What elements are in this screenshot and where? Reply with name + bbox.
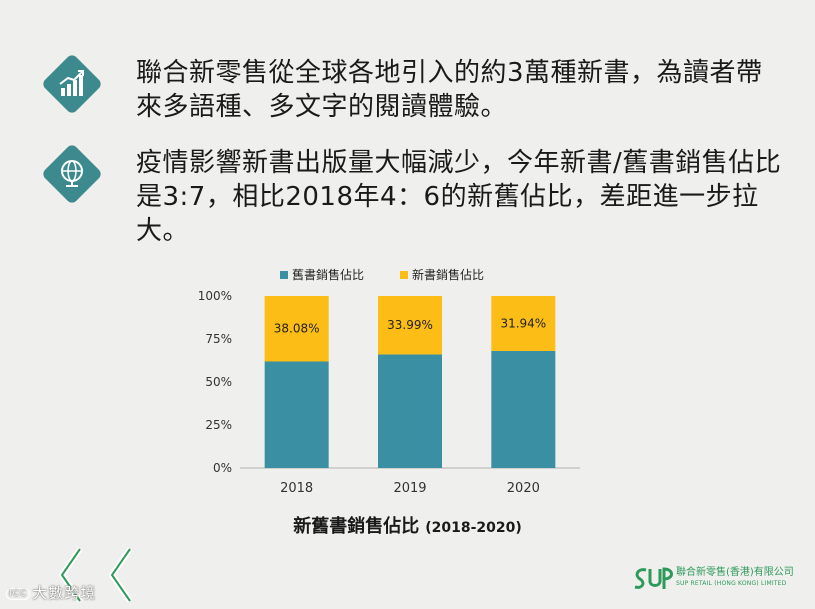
x-tick-label: 2020 <box>507 481 540 496</box>
data-label: 31.94% <box>500 316 546 330</box>
back-chevron-icon[interactable] <box>52 545 142 605</box>
chart-title-main: 新舊書銷售佔比 <box>293 516 420 537</box>
bar-segment <box>491 296 556 351</box>
watermark-text: 大數跨境 <box>32 584 97 602</box>
bar-segment <box>264 296 329 362</box>
bullet-2: 疫情影響新書出版量大幅減少，今年新書/舊書銷售佔比是3:7，相比2018年4：6… <box>40 142 786 248</box>
legend-swatch <box>400 271 408 279</box>
bullet-text: 聯合新零售從全球各地引入的約3萬種新書，為讀者帶來多語種、多文字的閱讀體驗。 <box>136 58 763 122</box>
y-tick-label: 50% <box>205 375 232 389</box>
company-logo: 聯合新零售(香港)有限公司 SUP RETAIL (HONG KONG) LIM… <box>632 565 794 591</box>
bar-segment <box>378 296 442 355</box>
x-tick-label: 2019 <box>393 481 426 496</box>
y-tick-label: 25% <box>205 418 232 432</box>
bullet-text: 疫情影響新書出版量大幅減少，今年新書/舊書銷售佔比是3:7，相比2018年4：6… <box>136 148 782 246</box>
bar-segment <box>491 350 556 468</box>
legend-swatch <box>280 271 288 279</box>
growth-chart-icon <box>40 52 104 120</box>
legend-label: 新書銷售佔比 <box>412 267 484 282</box>
data-label: 33.99% <box>387 318 433 332</box>
bullet-1: 聯合新零售從全球各地引入的約3萬種新書，為讀者帶來多語種、多文字的閱讀體驗。 <box>40 52 786 124</box>
bar-segment <box>378 354 442 468</box>
x-tick-label: 2018 <box>280 481 313 496</box>
y-tick-label: 75% <box>205 332 232 346</box>
legend-label: 舊書銷售佔比 <box>292 267 364 282</box>
globe-icon <box>40 142 104 210</box>
chart-title: 新舊書銷售佔比 (2018-2020) <box>0 512 815 538</box>
logo-name: 聯合新零售(香港)有限公司 <box>676 567 794 578</box>
sup-logo-icon <box>634 567 673 589</box>
bar-segment <box>264 361 329 468</box>
y-tick-label: 0% <box>213 461 232 475</box>
watermark-badge: ICC <box>6 587 31 600</box>
stacked-bar-chart: 舊書銷售佔比 新書銷售佔比 0% 25% 50% 75% 100% 38.08% 2018 33.… <box>198 267 580 496</box>
watermark: ICC 大數跨境 <box>6 582 96 603</box>
y-tick-label: 100% <box>198 289 232 303</box>
logo-name-en: SUP RETAIL (HONG KONG) LIMITED <box>676 580 787 587</box>
chart-title-sub: (2018-2020) <box>425 520 522 536</box>
data-label: 38.08% <box>274 322 320 336</box>
